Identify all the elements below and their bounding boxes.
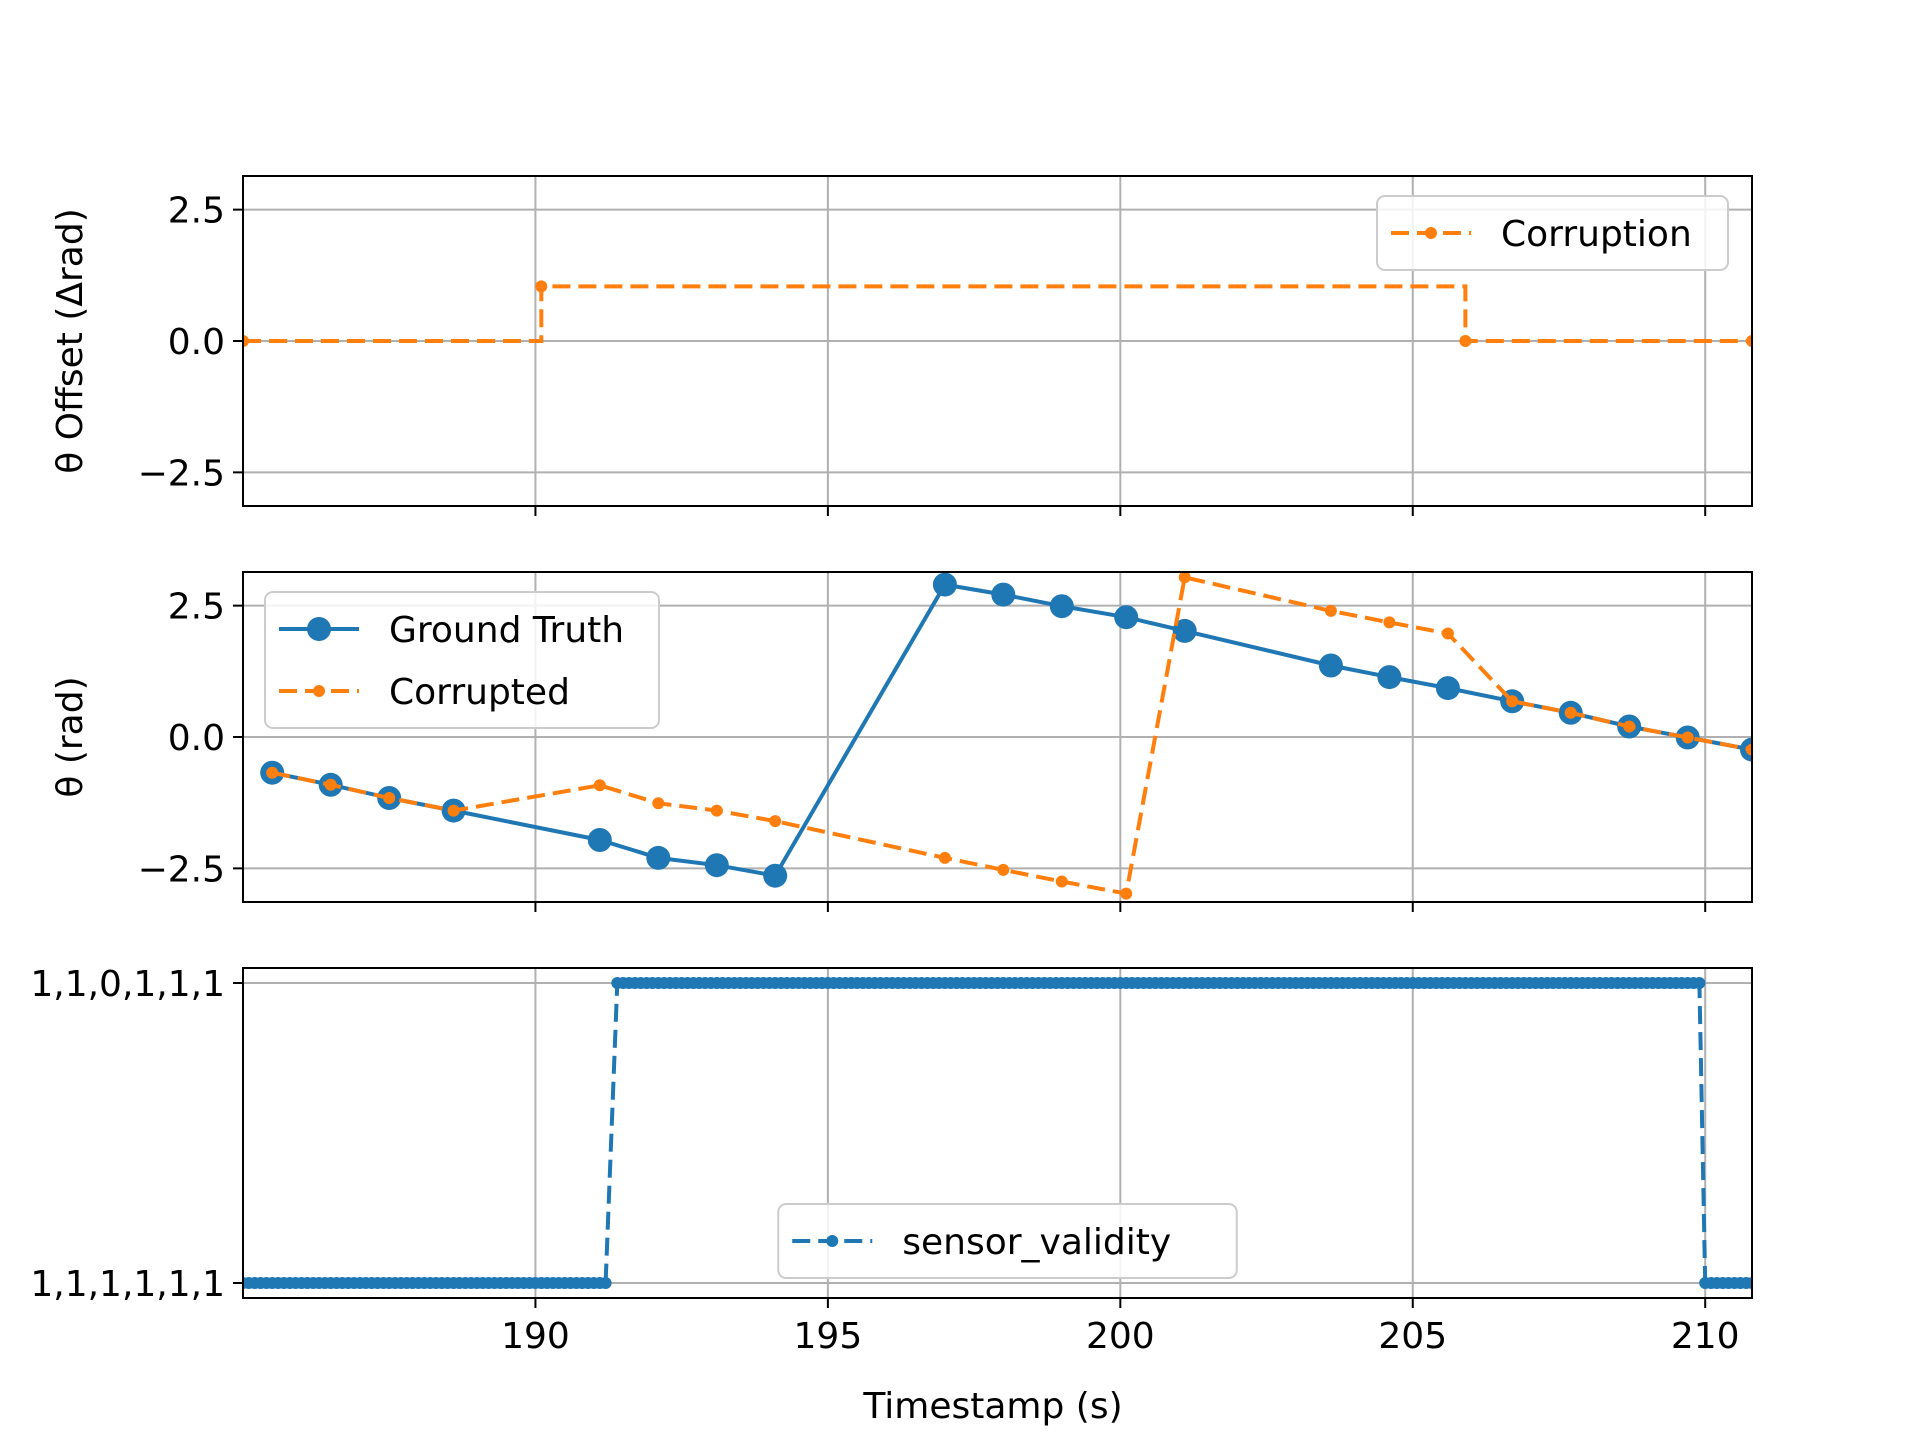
data-point-Corrupted-17 (1564, 706, 1577, 719)
data-point-Corrupted-19 (1681, 731, 1694, 744)
y-tick-label-0: −2.5 (138, 849, 225, 890)
x-tick-label-4: 210 (1671, 1316, 1740, 1357)
panel-theta: −2.5 0.0 2.5 θ (rad) Ground Truth Corrupted (50, 571, 1753, 912)
series-layer (243, 280, 1752, 347)
legend-box (777, 1203, 1238, 1279)
legend-label-0: Ground Truth (389, 610, 624, 651)
data-point-Corrupted-1 (324, 778, 337, 791)
data-point-Corruption-2 (1459, 335, 1472, 347)
data-point-sensor_validity-248 (1693, 977, 1706, 989)
y-tick-label-0: 1,1,1,1,1,1 (30, 1264, 225, 1305)
x-tick-label-3: 205 (1378, 1316, 1447, 1357)
legend-marker-0 (307, 617, 331, 641)
data-point-Ground Truth-12 (1172, 618, 1197, 643)
y-tick-label-1: 1,1,0,1,1,1 (30, 964, 225, 1005)
legend-marker-0 (826, 1235, 839, 1247)
data-point-Corrupted-12 (1178, 572, 1191, 584)
plot-frame (242, 967, 1753, 1299)
data-point-Ground Truth-15 (1435, 676, 1460, 701)
data-point-Corrupted-20 (1746, 743, 1752, 756)
series-line-Corruption (243, 284, 1752, 343)
data-point-Corrupted-3 (447, 804, 460, 817)
y-axis-label: θ (rad) (50, 676, 91, 797)
panel-sensor-validity: 1,1,1,1,1,1 1,1,0,1,1,1 190 195 200 205 210 sen… (30, 964, 1753, 1357)
data-point-Corrupted-0 (266, 766, 279, 779)
y-tick-label-2: 2.5 (168, 587, 225, 628)
data-point-Corruption-3 (1746, 335, 1752, 347)
y-tick-label-1: 0.0 (168, 322, 225, 363)
series-layer (243, 977, 1752, 1289)
data-point-Corrupted-18 (1623, 720, 1636, 733)
legend-box (264, 591, 660, 729)
data-point-sensor_validity-62 (599, 1277, 612, 1289)
legend: Ground Truth Corrupted (264, 591, 660, 729)
plot-frame (242, 175, 1753, 507)
legend-marker-0 (1425, 227, 1437, 239)
data-point-Corrupted-14 (1383, 616, 1396, 629)
legend-label-0: sensor_validity (902, 1222, 1171, 1263)
data-point-Corrupted-9 (997, 863, 1010, 876)
data-point-Corruption-0 (243, 335, 249, 347)
data-point-Corrupted-8 (938, 851, 951, 864)
x-tick-label-0: 190 (501, 1316, 570, 1357)
data-point-Ground Truth-5 (646, 845, 671, 870)
data-point-Ground Truth-6 (704, 853, 729, 878)
panel-corruption-offset: −2.5 0.0 2.5 θ Offset (Δrad) Corruption (50, 175, 1753, 516)
data-point-Ground Truth-4 (587, 828, 612, 852)
y-tick-label-2: 2.5 (168, 191, 225, 232)
x-tick-label-1: 195 (794, 1316, 863, 1357)
data-point-Ground Truth-14 (1377, 665, 1402, 690)
legend-box (1376, 195, 1729, 271)
data-point-sensor_validity-257 (1746, 1277, 1752, 1289)
data-point-Corrupted-13 (1324, 604, 1337, 617)
legend-marker-1 (313, 685, 325, 697)
series-layer (260, 572, 1752, 900)
data-point-Ground Truth-7 (763, 863, 788, 888)
data-point-Corruption-1 (535, 280, 548, 293)
plot-frame (242, 571, 1753, 903)
data-point-Ground Truth-13 (1318, 653, 1343, 678)
y-axis-label: θ Offset (Δrad) (50, 208, 91, 474)
data-point-Corrupted-11 (1120, 887, 1133, 900)
x-axis-label: Timestamp (s) (862, 1386, 1122, 1427)
data-point-Corrupted-10 (1055, 875, 1068, 888)
legend-label-0: Corruption (1501, 214, 1692, 255)
legend-label-1: Corrupted (389, 672, 570, 713)
data-point-Ground Truth-9 (991, 582, 1016, 607)
data-point-Corrupted-16 (1506, 695, 1519, 708)
data-point-Ground Truth-8 (932, 572, 957, 597)
data-point-Corrupted-6 (710, 804, 723, 817)
data-point-Corrupted-2 (383, 792, 396, 804)
data-point-Corrupted-4 (593, 779, 606, 792)
x-tick-label-2: 200 (1086, 1316, 1155, 1357)
data-point-Corrupted-5 (652, 797, 665, 810)
y-tick-label-1: 0.0 (168, 718, 225, 759)
legend: sensor_validity (777, 1203, 1238, 1279)
y-tick-label-0: −2.5 (138, 453, 225, 494)
data-point-Ground Truth-10 (1049, 594, 1074, 619)
data-point-Corrupted-7 (769, 815, 782, 828)
data-point-Ground Truth-11 (1114, 605, 1139, 630)
legend: Corruption (1376, 195, 1729, 271)
data-point-Corrupted-15 (1441, 627, 1454, 640)
